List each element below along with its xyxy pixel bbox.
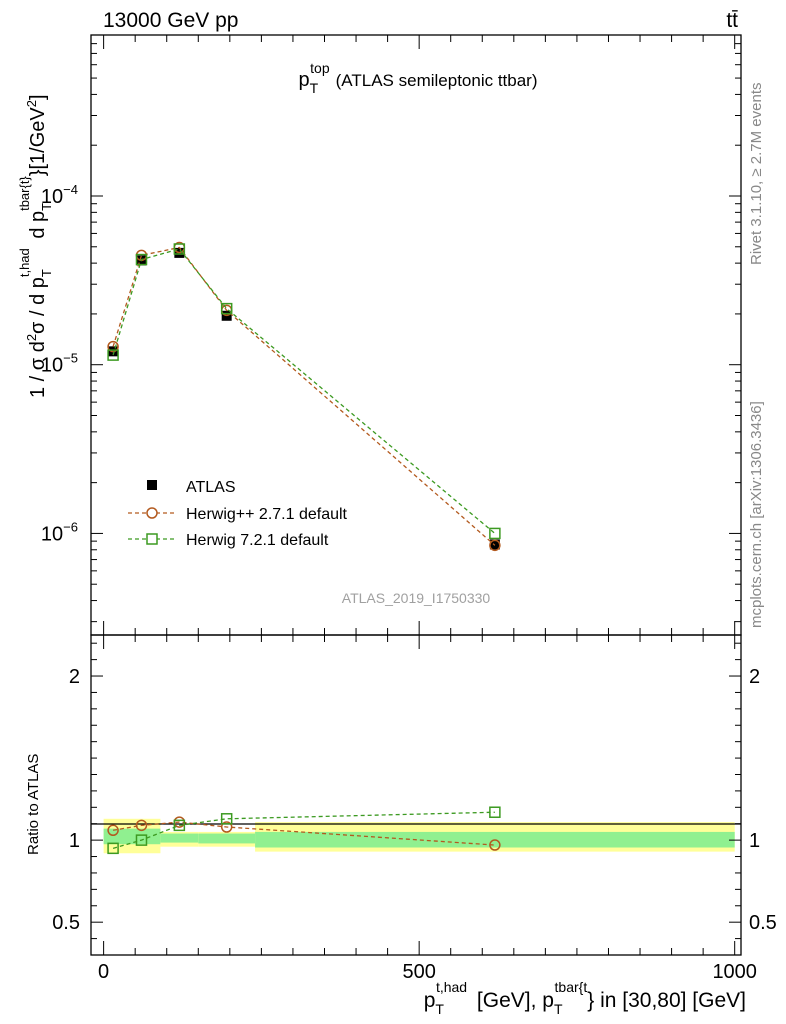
energy-label: 13000 GeV pp — [103, 9, 238, 32]
title-p: p — [298, 69, 309, 91]
ratio-ytick-label-right: 2 — [749, 666, 760, 688]
legend-label-atlas: ATLAS — [186, 479, 236, 496]
main-ytick-label: 10−5 — [41, 351, 78, 377]
mcplots-label: mcplots.cern.ch [arXiv:1306.3436] — [748, 401, 765, 628]
rivet-version-label: Rivet 3.1.10, ≥ 2.7M events — [748, 83, 765, 266]
herwigpp-ratio-point — [107, 824, 119, 837]
main-marks — [107, 241, 501, 552]
ratio-ytick-label: 1 — [69, 830, 80, 852]
herwig7-main-point — [489, 527, 501, 540]
herwig7-ratio-point — [135, 834, 148, 846]
legend-marker-herwigpp — [146, 507, 158, 519]
ratio-ylabel: Ratio to ATLAS — [25, 754, 42, 855]
herwigpp-main-line — [112, 246, 496, 546]
herwigpp-main-point — [107, 340, 119, 353]
herwig7-main-line — [112, 248, 496, 534]
ratio-ytick-label-right: 0.5 — [749, 912, 777, 934]
ratio-xlabel: pTt,had [GeV], pTtbar{t} in [30,80] [GeV… — [424, 979, 746, 1017]
ratio-ytick-label: 0.5 — [52, 912, 80, 934]
legend-label-herwigpp: Herwig++ 2.7.1 default — [186, 506, 348, 523]
title-sup: top — [310, 60, 330, 76]
herwigpp-ratio-point — [489, 839, 501, 851]
legend-marker-atlas — [147, 480, 157, 490]
herwig7-main-point — [135, 253, 148, 266]
herwig7-ratio-point — [489, 806, 501, 818]
ratio-ytick-label: 2 — [69, 666, 80, 688]
ratio-xtick-label: 1000 — [712, 961, 757, 983]
ratio-xtick-label: 0 — [98, 961, 109, 983]
title-rest: (ATLAS semileptonic ttbar) — [336, 71, 538, 90]
herwig7-ratio-point — [107, 842, 119, 855]
main-ticks: 10−6 10−5 10−4 — [41, 35, 741, 635]
main-ylabel: 1 / σ d2σ / d pTt,had d pTtbar{t}}[1/GeV… — [17, 94, 54, 398]
herwig7-main-point — [107, 349, 119, 361]
ratio-marks — [107, 806, 501, 855]
herwigpp-main-point — [489, 539, 501, 552]
legend-marker-herwig7 — [146, 533, 158, 545]
herwig7-main-point — [220, 302, 233, 315]
analysis-id: ATLAS_2019_I1750330 — [342, 590, 491, 606]
herwig7-ratio-point — [173, 819, 186, 832]
legend: ATLAS Herwig++ 2.7.1 default Herwig 7.2.… — [128, 479, 348, 549]
herwig7-ratio-point — [220, 813, 233, 825]
herwig7-main-point — [173, 243, 186, 255]
main-panel: 10−6 10−5 10−4 pTtop (ATLAS semileptonic tt… — [17, 34, 742, 636]
herwigpp-ratio-point — [220, 821, 233, 833]
ratio-band-green — [103, 828, 161, 845]
ratio-ytick-label-right: 1 — [749, 830, 760, 852]
ratio-frame — [90, 634, 742, 956]
main-title: pTtop (ATLAS semileptonic ttbar) — [298, 60, 537, 96]
herwigpp-ratio-point — [135, 819, 148, 832]
ratio-xtick-label: 500 — [402, 961, 435, 983]
process-label: tt̄ — [726, 9, 738, 32]
main-ytick-label: 10−6 — [41, 519, 78, 545]
legend-label-herwig7: Herwig 7.2.1 default — [186, 532, 329, 549]
ratio-band-green — [160, 833, 199, 843]
ratio-ticks: 0 500 1000 0.5 0.5 1 1 2 2 — [52, 635, 777, 983]
herwigpp-ratio-line — [112, 821, 495, 846]
ratio-band-green — [198, 833, 256, 844]
main-ytick-label: 10−4 — [41, 182, 78, 208]
title-sub: T — [310, 80, 319, 96]
herwig7-ratio-line — [112, 811, 495, 849]
ratio-panel: 0 500 1000 0.5 0.5 1 1 2 2 Ratio to ATLAS pTt,ha… — [25, 634, 777, 1017]
